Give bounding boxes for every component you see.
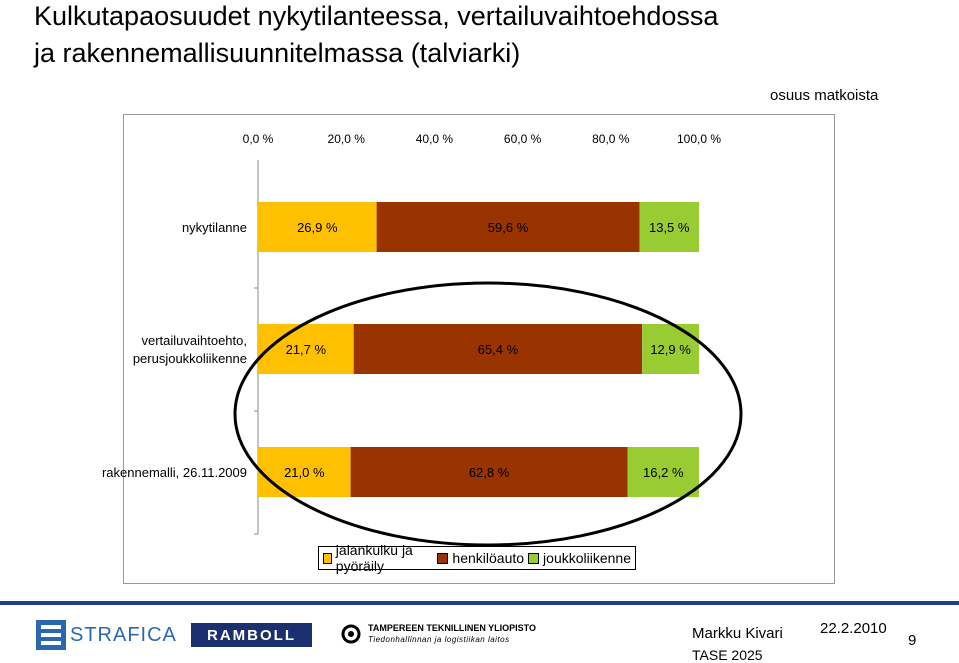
bar-data-label: 21,0 % xyxy=(284,465,325,480)
tut-logo-name: TAMPEREEN TEKNILLINEN YLIOPISTO xyxy=(368,623,537,633)
bar-segment xyxy=(258,202,377,252)
bar-segment xyxy=(642,324,699,374)
legend-label-car: henkilöauto xyxy=(452,550,525,566)
author-name: Markku Kivari xyxy=(692,625,783,642)
bar-data-label: 16,2 % xyxy=(643,465,684,480)
chart-area-frame xyxy=(123,114,835,584)
legend-swatch-walking-cycling xyxy=(323,552,332,564)
chart-legend: jalankulku ja pyöräily henkilöauto joukk… xyxy=(318,542,636,574)
page-number: 9 xyxy=(908,632,917,649)
bar-data-label: 65,4 % xyxy=(478,342,519,357)
bar-data-label: 59,6 % xyxy=(488,220,529,235)
slide-title-line-2: ja rakennemallisuunnitelmassa (talviarki… xyxy=(34,38,521,68)
bar-data-label: 21,7 % xyxy=(286,342,327,357)
legend-label-walking-cycling: jalankulku ja pyöräily xyxy=(335,542,413,574)
bar-data-label: 62,8 % xyxy=(469,465,510,480)
strafica-logo-text: STRAFICA xyxy=(70,623,177,646)
x-tick-label: 100,0 % xyxy=(677,132,721,146)
x-tick-label: 80,0 % xyxy=(592,132,630,146)
legend-swatch-car xyxy=(437,552,449,564)
bar-data-label: 26,9 % xyxy=(297,220,338,235)
strafica-logo: STRAFICA xyxy=(36,620,177,650)
legend-item-walking-cycling: jalankulku ja pyöräily xyxy=(323,542,433,574)
bar-segment xyxy=(258,324,354,374)
highlight-ellipse xyxy=(233,281,743,547)
category-label: rakennemalli, 26.11.2009 xyxy=(102,465,247,480)
x-tick-label: 20,0 % xyxy=(328,132,366,146)
bar-segment xyxy=(353,324,643,374)
unit-label: osuus matkoista xyxy=(770,87,879,104)
tut-logo: TAMPEREEN TEKNILLINEN YLIOPISTO Tiedonha… xyxy=(340,623,536,645)
bar-segment xyxy=(350,447,628,497)
x-tick-label: 60,0 % xyxy=(504,132,542,146)
tut-logo-department: Tiedonhallinnan ja logistiikan laitos xyxy=(368,635,510,644)
x-tick-label: 0,0 % xyxy=(243,132,274,146)
stacked-bar-chart: 0,0 % 20,0 % 40,0 % 60,0 % 80,0 % 100,0 % 26,9… xyxy=(102,132,743,547)
bar-data-label: 12,9 % xyxy=(650,342,691,357)
slide-date: 22.2.2010 xyxy=(820,620,887,637)
category-label: nykytilanne xyxy=(182,220,247,235)
x-tick-label: 40,0 % xyxy=(416,132,454,146)
bar-segment xyxy=(258,447,351,497)
bar-data-label: 13,5 % xyxy=(649,220,690,235)
project-name: TASE 2025 xyxy=(692,647,763,663)
category-label: vertailuvaihtoehto, xyxy=(141,333,247,348)
bar-segment xyxy=(639,202,699,252)
footer-divider xyxy=(0,601,959,605)
slide-title-line-1: Kulkutapaosuudet nykytilanteessa, vertai… xyxy=(34,1,719,31)
legend-label-public-transport: joukkoliikenne xyxy=(543,550,631,566)
bar-segment xyxy=(376,202,640,252)
legend-item-car: henkilöauto xyxy=(437,550,524,566)
slide-title: Kulkutapaosuudet nykytilanteessa, vertai… xyxy=(34,0,718,72)
legend-swatch-public-transport xyxy=(528,552,540,564)
strafica-mark-icon xyxy=(36,620,66,650)
legend-item-public-transport: joukkoliikenne xyxy=(528,550,631,566)
tut-gear-icon xyxy=(341,624,361,644)
bar-segment xyxy=(627,447,699,497)
ramboll-logo: RAMBOLL xyxy=(191,623,312,647)
category-label: perusjoukkoliikenne xyxy=(133,351,247,366)
